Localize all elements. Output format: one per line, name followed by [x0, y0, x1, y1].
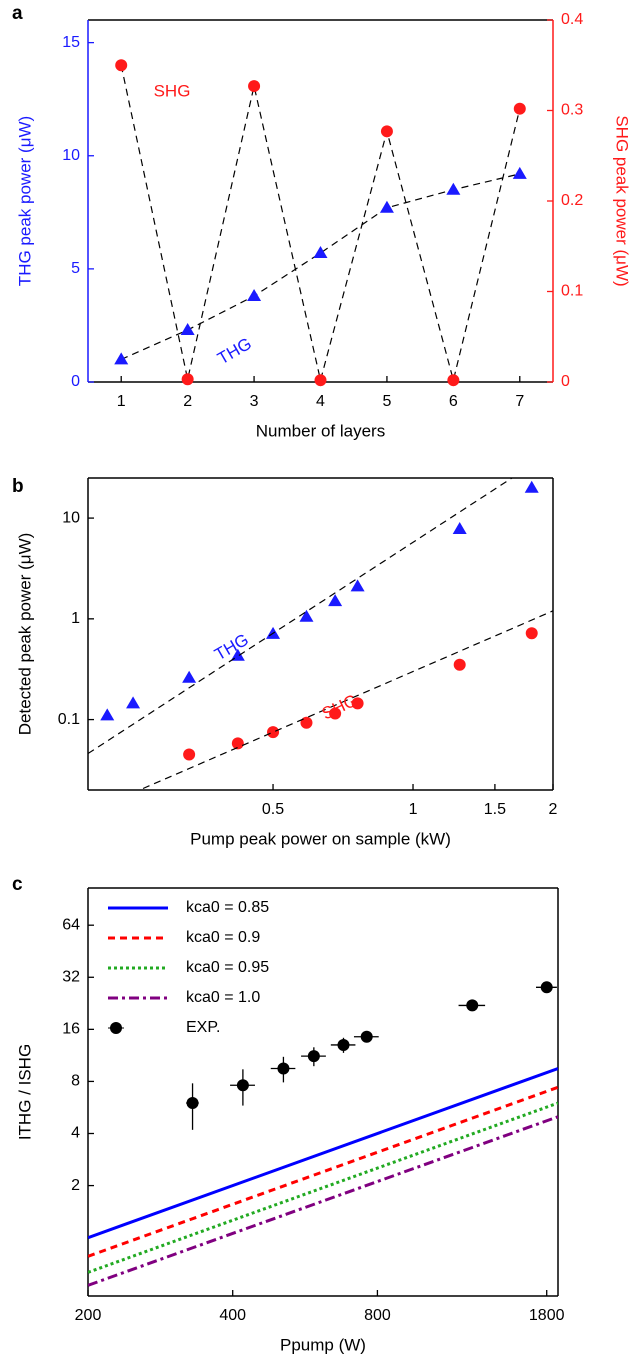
y-axis-label: Detected peak power (μW) [15, 533, 34, 736]
x-tick-label: 1.5 [484, 801, 506, 818]
marker [114, 352, 129, 365]
marker [314, 374, 327, 387]
marker [360, 1030, 373, 1043]
marker [350, 579, 365, 592]
y2-tick-label: 0.3 [561, 102, 583, 119]
x-tick-label: 5 [382, 393, 391, 410]
marker [182, 670, 197, 683]
y-axis-label: THG peak power (μW) [15, 116, 34, 286]
marker [183, 748, 196, 761]
series-line [138, 610, 553, 790]
marker [466, 999, 479, 1012]
panel-label: a [12, 3, 23, 24]
x-tick-label: 1 [409, 801, 418, 818]
marker [337, 1038, 350, 1051]
marker [524, 480, 539, 493]
x-tick-label: 2 [549, 801, 558, 818]
y2-axis-label: SHG peak power (μW) [613, 115, 632, 286]
x-tick-label: 6 [449, 393, 458, 410]
marker [328, 594, 343, 607]
y-tick-label: 32 [62, 968, 80, 985]
marker [181, 373, 194, 386]
y-tick-label: 2 [71, 1177, 80, 1194]
marker [329, 707, 342, 720]
legend-label: kca0 = 1.0 [186, 989, 260, 1006]
y-tick-label: 8 [71, 1073, 80, 1090]
marker [186, 1097, 199, 1110]
marker [447, 374, 460, 387]
x-tick-label: 0.5 [262, 801, 284, 818]
series-line [120, 173, 520, 360]
x-axis-label: Pump peak power on sample (kW) [190, 829, 451, 848]
marker [248, 80, 261, 93]
marker [512, 166, 527, 179]
marker [452, 521, 467, 534]
x-tick-label: 3 [250, 393, 259, 410]
series-line [88, 1101, 558, 1274]
marker [247, 289, 262, 302]
marker [513, 102, 526, 115]
marker [180, 322, 195, 335]
x-axis-label: Ppump (W) [280, 1335, 366, 1354]
marker [525, 627, 538, 640]
marker [307, 1050, 320, 1063]
legend-label: EXP. [186, 1019, 220, 1036]
y-tick-label: 0 [71, 373, 80, 390]
marker [299, 609, 314, 622]
y-tick-label: 4 [71, 1125, 80, 1142]
annotation: THG [211, 630, 252, 664]
y-tick-label: 0.1 [58, 711, 80, 728]
y-tick-label: 15 [62, 34, 80, 51]
x-tick-label: 4 [316, 393, 325, 410]
marker [453, 658, 466, 671]
x-tick-label: 800 [364, 1307, 391, 1324]
y-tick-label: 1 [71, 610, 80, 627]
x-tick-label: 1 [117, 393, 126, 410]
x-tick-label: 400 [219, 1307, 246, 1324]
marker [115, 59, 128, 72]
x-tick-label: 200 [75, 1307, 102, 1324]
marker [100, 708, 115, 721]
series-line [88, 1115, 558, 1287]
legend-label: kca0 = 0.85 [186, 899, 269, 916]
annotation: SHG [154, 81, 191, 100]
marker [313, 246, 328, 259]
series-line [88, 1085, 558, 1258]
y2-tick-label: 0.1 [561, 283, 583, 300]
marker [540, 981, 553, 994]
x-tick-label: 2 [183, 393, 192, 410]
marker [300, 716, 313, 729]
y-tick-label: 64 [62, 916, 80, 933]
annotation: SHG [319, 691, 360, 724]
x-tick-label: 1800 [529, 1307, 565, 1324]
x-tick-label: 7 [515, 393, 524, 410]
marker [277, 1062, 290, 1075]
legend-swatch [110, 1022, 122, 1034]
y-tick-label: 10 [62, 509, 80, 526]
series-line [88, 478, 514, 755]
annotation: THG [214, 334, 255, 368]
legend-label: kca0 = 0.95 [186, 959, 269, 976]
series-line [88, 1067, 558, 1240]
panel-label: b [12, 476, 24, 497]
y-axis-label: ITHG / ISHG [15, 1044, 34, 1140]
marker [267, 726, 280, 739]
marker [351, 697, 364, 710]
marker [379, 200, 394, 213]
y2-tick-label: 0.4 [561, 11, 583, 28]
marker [446, 182, 461, 195]
marker [380, 125, 393, 138]
y-tick-label: 5 [71, 260, 80, 277]
marker [231, 737, 244, 750]
x-axis-label: Number of layers [256, 421, 385, 440]
legend-label: kca0 = 0.9 [186, 929, 260, 946]
marker [236, 1079, 249, 1092]
panel-label: c [12, 874, 23, 895]
y2-tick-label: 0.2 [561, 192, 583, 209]
y-tick-label: 16 [62, 1021, 80, 1038]
y2-tick-label: 0 [561, 373, 570, 390]
marker [126, 696, 141, 709]
y-tick-label: 10 [62, 147, 80, 164]
